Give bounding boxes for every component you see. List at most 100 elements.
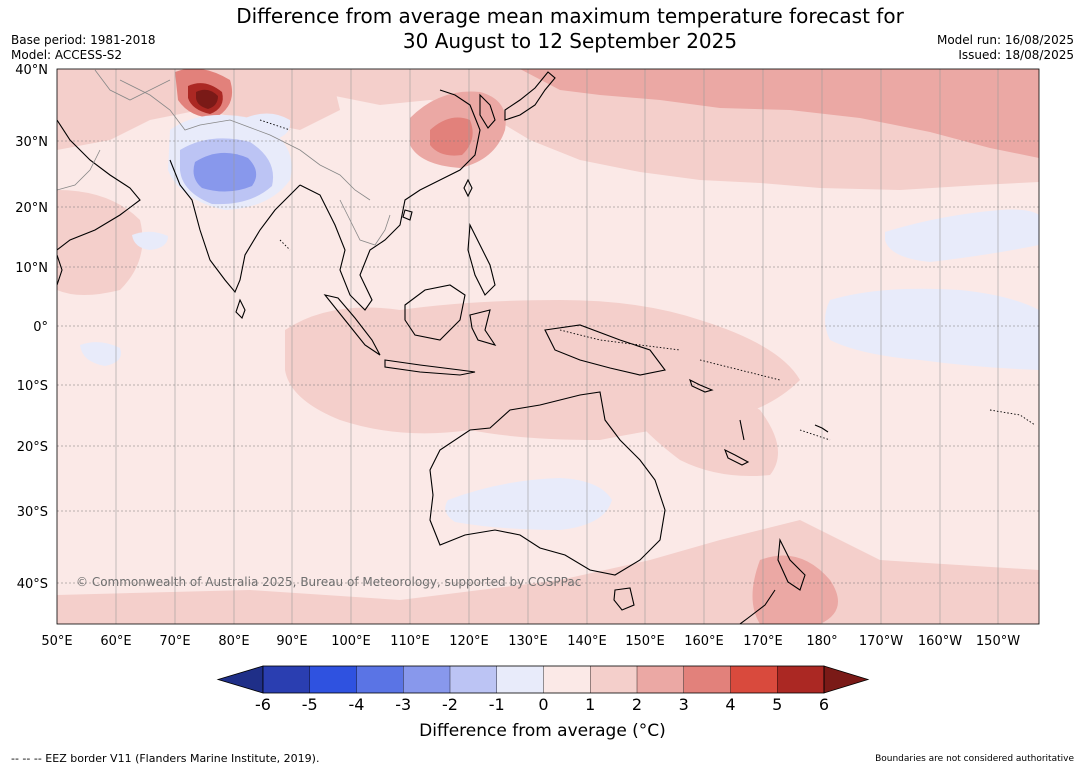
longitude-label: 140°E xyxy=(567,634,607,649)
model-text: Model: ACCESS-S2 xyxy=(11,48,123,62)
colorbar-tick-label: -5 xyxy=(302,695,318,714)
colorbar-tick-label: -3 xyxy=(395,695,411,714)
longitude-label: 170°E xyxy=(743,634,783,649)
coastline-hainan xyxy=(402,209,413,221)
eez-borders xyxy=(259,119,1036,441)
coastline-india xyxy=(169,159,301,294)
longitude-label: 130°E xyxy=(508,634,548,649)
border-indochina xyxy=(339,199,391,246)
eez-asia-2 xyxy=(279,239,291,251)
title-line-2: 30 August to 12 September 2025 xyxy=(402,29,738,53)
longitude-label: 170°W xyxy=(859,634,903,649)
colorbar-segment xyxy=(403,666,451,693)
coastline-new-guinea xyxy=(544,324,666,376)
colorbar-tick-label: 5 xyxy=(772,695,782,714)
coastline-philippines xyxy=(467,222,496,296)
latitude-labels: 40°N 30°N 20°N 10°N 0° 10°S 20°S 30°S 40°S xyxy=(15,63,48,592)
cool-region-central-pacific xyxy=(825,288,1039,370)
latitude-label: 0° xyxy=(33,320,48,335)
colorbar-segment xyxy=(309,666,357,693)
coastline-borneo xyxy=(404,284,466,341)
colorbar-segment xyxy=(590,666,638,693)
colorbar-segment xyxy=(637,666,685,693)
warm-region-coral-sea xyxy=(620,378,778,476)
coastline-africa xyxy=(57,254,63,286)
warm-region-west-indian xyxy=(57,190,143,295)
latitude-label: 10°N xyxy=(15,261,48,276)
longitude-label: 120°E xyxy=(449,634,489,649)
colorbar-segment xyxy=(496,666,544,693)
chart-title: Difference from average mean maximum tem… xyxy=(160,4,980,54)
colorbar-tick-label: 2 xyxy=(632,695,642,714)
coastlines xyxy=(57,71,829,624)
colorbar-segment xyxy=(777,666,825,693)
anomaly-shading xyxy=(57,69,1039,624)
cool-region-indian-ocean xyxy=(80,342,121,366)
eez-pacific-4 xyxy=(989,409,1036,426)
colorbar-segment xyxy=(730,666,778,693)
colorbar-tick-label: 3 xyxy=(679,695,689,714)
cool-region-north-pacific xyxy=(885,209,1039,262)
colorbar-ticks: -6 -5 -4 -3 -2 -1 0 1 2 3 4 5 6 xyxy=(255,695,829,714)
latitude-label: 10°S xyxy=(17,379,48,394)
map-frame xyxy=(56,68,1040,625)
longitude-labels: 50°E 60°E 70°E 80°E 90°E 100°E 110°E 120°E 130°E… xyxy=(41,634,1020,649)
longitude-label: 50°E xyxy=(41,634,72,649)
colorbar-tick-label: 0 xyxy=(538,695,548,714)
copyright-notice: © Commonwealth of Australia 2025, Bureau… xyxy=(76,575,581,589)
coastline-solomon-islands xyxy=(689,378,714,393)
longitude-label: 100°E xyxy=(331,634,371,649)
coastline-sri-lanka xyxy=(235,298,246,319)
title-line-1: Difference from average mean maximum tem… xyxy=(236,4,904,28)
latitude-label: 30°S xyxy=(17,505,48,520)
coastline-fiji xyxy=(814,424,829,433)
longitude-label: 90°E xyxy=(276,634,307,649)
colorbar-extend-low xyxy=(216,665,264,694)
warm-region-far-north xyxy=(520,69,1039,158)
coastline-se-asia xyxy=(299,89,481,311)
colorbar-tick-label: -2 xyxy=(442,695,458,714)
colorbar-tick-label: 1 xyxy=(585,695,595,714)
longitude-label: 150°W xyxy=(976,634,1020,649)
latitude-label: 40°N xyxy=(15,63,48,78)
colorbar-segment xyxy=(543,666,591,693)
coastline-taiwan xyxy=(463,178,473,198)
longitude-label: 70°E xyxy=(159,634,190,649)
colorbar-tick-label: -1 xyxy=(489,695,505,714)
warm-spot-east-china xyxy=(430,117,473,156)
colorbar-segment xyxy=(450,666,498,693)
longitude-label: 150°E xyxy=(625,634,665,649)
longitude-label: 180° xyxy=(806,634,837,649)
coastline-arabia xyxy=(57,119,141,251)
latitude-label: 30°N xyxy=(15,135,48,150)
coastline-vanuatu xyxy=(739,419,745,441)
coastline-korea xyxy=(479,93,496,129)
coastline-sulawesi xyxy=(469,309,497,346)
colorbar-segment xyxy=(263,666,311,693)
colorbar xyxy=(216,665,870,694)
coastline-tasmania xyxy=(613,587,635,611)
issued-text: Issued: 18/08/2025 xyxy=(958,48,1074,62)
cool-region-india-core xyxy=(193,152,257,192)
latitude-label: 20°S xyxy=(17,440,48,455)
longitude-label: 60°E xyxy=(100,634,131,649)
longitude-label: 110°E xyxy=(390,634,430,649)
graticule xyxy=(57,69,1039,624)
border-south-asia xyxy=(119,79,371,201)
country-borders xyxy=(57,69,391,246)
colorbar-tick-label: -6 xyxy=(255,695,271,714)
coastline-sumatra xyxy=(323,294,381,356)
warm-region-tasman xyxy=(752,555,838,624)
latitude-label: 20°N xyxy=(15,201,48,216)
coastline-new-zealand-south xyxy=(739,589,776,624)
longitude-label: 160°E xyxy=(684,634,724,649)
cool-region-tibet xyxy=(245,113,291,140)
colorbar-segment xyxy=(683,666,731,693)
coastline-java xyxy=(384,359,476,376)
colorbar-extend-high xyxy=(823,665,870,694)
cool-region-arabian xyxy=(132,231,168,250)
warm-core-himalaya-inner xyxy=(196,89,218,109)
eez-pacific-1 xyxy=(559,329,681,351)
cool-region-australia xyxy=(445,478,612,530)
longitude-label: 160°W xyxy=(918,634,962,649)
